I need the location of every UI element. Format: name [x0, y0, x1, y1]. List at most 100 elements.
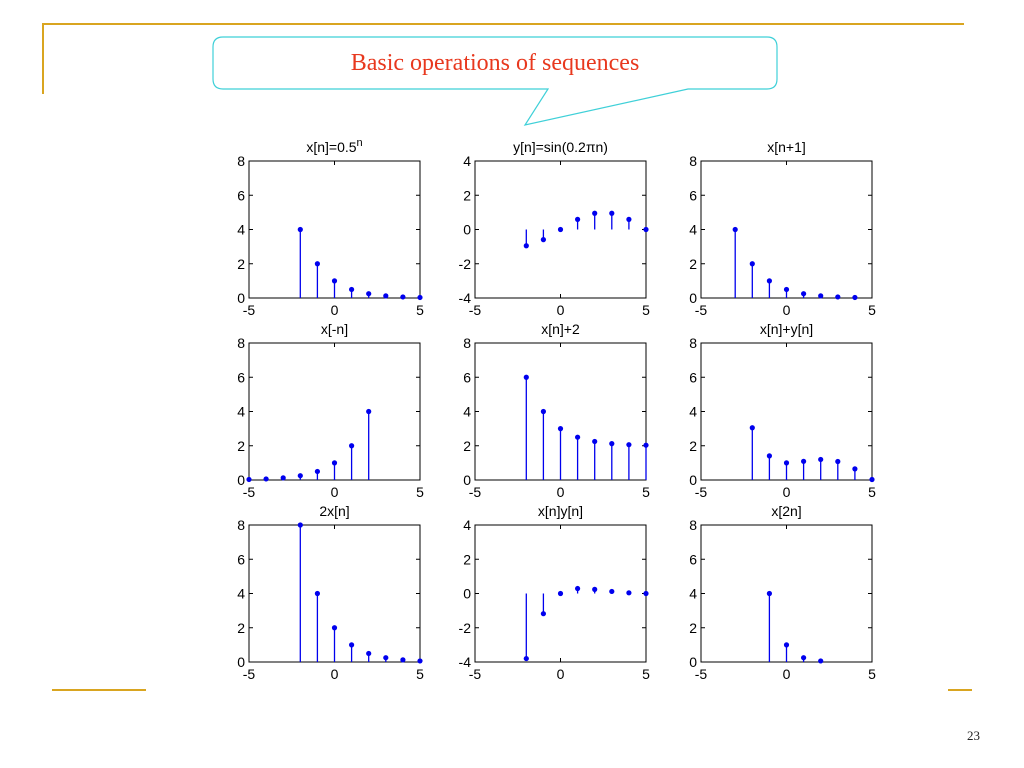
stem-marker — [626, 590, 632, 596]
y-tick-label: 4 — [237, 586, 245, 602]
stem-marker — [366, 291, 372, 297]
plot-title: 2x[n] — [319, 503, 349, 519]
stem-marker — [575, 434, 581, 440]
stem-marker — [331, 278, 338, 284]
stem-marker — [523, 243, 529, 249]
y-tick-label: 8 — [689, 517, 697, 533]
y-tick-label: 0 — [463, 586, 471, 602]
x-tick-label: 0 — [783, 666, 791, 682]
stem-marker — [818, 658, 824, 664]
x-tick-label: 0 — [557, 302, 565, 318]
plot-title: x[n]+y[n] — [760, 321, 813, 337]
stem-marker — [523, 374, 529, 380]
bottom-rule-left — [52, 689, 146, 691]
left-rule — [42, 23, 44, 94]
y-tick-label: 2 — [463, 187, 471, 203]
x-tick-label: 0 — [331, 302, 339, 318]
stem-marker — [626, 442, 632, 448]
axes-box — [700, 160, 873, 299]
stem-marker — [609, 441, 615, 447]
stem-marker — [523, 655, 529, 662]
stem-marker — [801, 458, 807, 464]
stem-marker — [297, 522, 303, 528]
stem-marker — [417, 294, 423, 301]
stem-marker — [263, 476, 269, 482]
stem-marker — [575, 585, 581, 592]
y-tick-label: 2 — [689, 620, 697, 636]
stem-marker — [609, 210, 615, 216]
stem-marker — [835, 458, 841, 465]
y-tick-label: 8 — [237, 335, 245, 351]
y-tick-label: 2 — [237, 256, 245, 272]
stem-marker — [766, 453, 773, 459]
stem-marker — [749, 261, 755, 267]
x-tick-label: 5 — [868, 484, 876, 500]
x-tick-label: 5 — [642, 666, 650, 682]
stem-marker — [869, 476, 875, 483]
y-tick-label: 4 — [689, 404, 697, 420]
x-tick-label: 5 — [642, 302, 650, 318]
slide-title: Basic operations of sequences — [350, 50, 640, 76]
stem-marker — [540, 611, 547, 617]
x-tick-label: 5 — [642, 484, 650, 500]
plot-title: x[n+1] — [767, 139, 806, 155]
top-rule — [42, 23, 964, 25]
stem-marker — [766, 278, 773, 284]
y-tick-label: -4 — [459, 290, 472, 306]
axes-box — [248, 342, 421, 481]
title-callout — [212, 36, 778, 126]
stem-marker — [643, 226, 649, 233]
x-tick-label: 5 — [416, 302, 424, 318]
stem-marker — [557, 590, 564, 597]
y-tick-label: -2 — [459, 256, 472, 272]
y-tick-label: 6 — [689, 551, 697, 567]
x-tick-label: -5 — [469, 484, 482, 500]
stem-plot-2: -4 -2 0 2 4 -5 0 5 y[n]=sin(0.2πn) — [459, 139, 651, 318]
stem-marker — [349, 286, 355, 293]
x-tick-label: -5 — [695, 666, 708, 682]
x-tick-label: -5 — [695, 302, 708, 318]
x-tick-label: 0 — [783, 302, 791, 318]
stem-marker — [331, 460, 338, 466]
stem-marker — [801, 655, 807, 661]
axes-box — [700, 342, 873, 481]
stem-marker — [783, 286, 790, 293]
x-tick-label: -5 — [469, 666, 482, 682]
stem-marker — [366, 650, 372, 657]
stem-marker — [783, 460, 790, 466]
stem-marker — [349, 443, 355, 449]
stem-marker — [383, 655, 389, 661]
stem-marker — [609, 588, 615, 595]
stem-marker — [575, 216, 581, 222]
x-tick-label: -5 — [243, 484, 256, 500]
plot-title: x[2n] — [771, 503, 801, 519]
y-tick-label: 2 — [463, 551, 471, 567]
x-tick-label: 0 — [331, 666, 339, 682]
axes-box — [248, 160, 421, 299]
stem-marker — [400, 294, 406, 300]
y-tick-label: 0 — [237, 472, 245, 488]
stem-marker — [417, 658, 423, 664]
y-tick-label: 2 — [463, 438, 471, 454]
y-tick-label: 0 — [689, 290, 697, 306]
y-tick-label: 8 — [463, 335, 471, 351]
y-tick-label: 4 — [237, 222, 245, 238]
y-tick-label: 4 — [237, 404, 245, 420]
y-tick-label: 0 — [689, 654, 697, 670]
stem-plot-8: -4 -2 0 2 4 -5 0 5 x[n]y[n] — [459, 503, 651, 682]
y-tick-label: 4 — [463, 404, 471, 420]
y-tick-label: 6 — [237, 187, 245, 203]
y-tick-label: 0 — [237, 290, 245, 306]
stem-marker — [592, 210, 598, 216]
y-tick-label: 0 — [237, 654, 245, 670]
y-tick-label: 6 — [689, 187, 697, 203]
x-tick-label: 0 — [331, 484, 339, 500]
x-tick-label: 5 — [416, 666, 424, 682]
x-tick-label: 0 — [557, 666, 565, 682]
y-tick-label: 6 — [689, 369, 697, 385]
